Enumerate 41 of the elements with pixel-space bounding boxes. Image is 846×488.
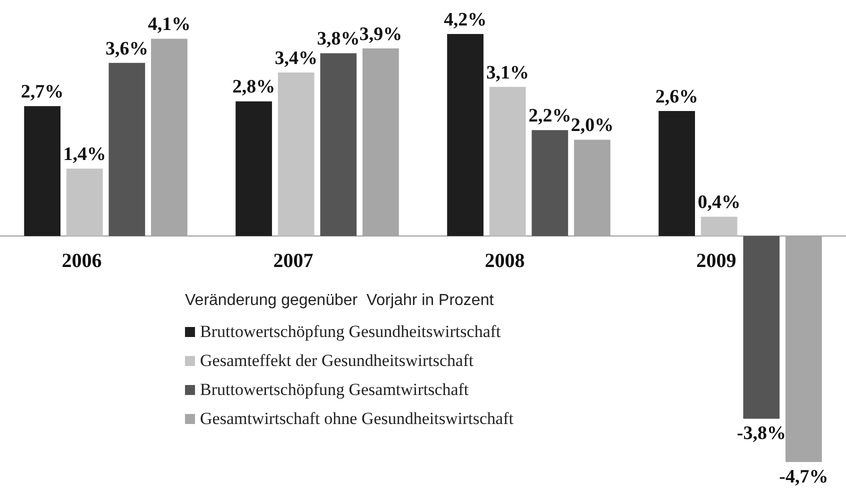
data-label: 4,1% (148, 14, 191, 36)
legend-label: Gesamteffekt der Gesundheitswirtschaft (200, 351, 474, 371)
bar (66, 168, 103, 236)
bar (532, 130, 568, 236)
x-tick-label: 2007 (273, 250, 314, 272)
legend-title: Veränderung gegenüber Vorjahr in Prozent (185, 292, 495, 310)
bar (743, 236, 780, 419)
data-label: 3,1% (486, 62, 529, 84)
bar (278, 72, 314, 236)
data-label: 2,6% (655, 86, 698, 108)
bar (24, 106, 60, 236)
data-label: 2,2% (528, 106, 572, 127)
bar (362, 48, 399, 236)
legend-label: Bruttowertschöpfung Gesamtwirtschaft (200, 380, 469, 400)
data-label: 0,4% (698, 192, 740, 214)
data-label: 3,6% (106, 38, 148, 60)
bar (700, 216, 738, 236)
bar (151, 38, 188, 236)
data-label: -3,8% (736, 423, 786, 444)
data-label: 3,9% (359, 24, 402, 45)
bar (786, 236, 822, 462)
x-tick-label: 2009 (696, 250, 736, 272)
bar (574, 140, 610, 236)
data-label: -4,7% (779, 466, 828, 488)
data-label: 4,2% (444, 9, 487, 30)
bar (236, 101, 272, 236)
bar (658, 110, 695, 236)
bar (447, 34, 484, 236)
data-label: 2,0% (570, 115, 614, 136)
data-label: 3,8% (317, 28, 360, 50)
x-tick-label: 2008 (484, 250, 525, 272)
data-label: 1,4% (63, 144, 106, 166)
bar (489, 86, 526, 236)
legend-label: Bruttowertschöpfung Gesundheitswirtschaft (200, 322, 501, 342)
bar (108, 62, 146, 236)
legend-label: Gesamtwirtschaft ohne Gesundheitswirtschaft (200, 409, 514, 429)
bar (320, 53, 357, 236)
data-label: 3,4% (274, 48, 318, 69)
x-tick-label: 2006 (62, 250, 102, 272)
data-label: 2,7% (20, 82, 64, 103)
data-label: 2,8% (232, 76, 276, 98)
